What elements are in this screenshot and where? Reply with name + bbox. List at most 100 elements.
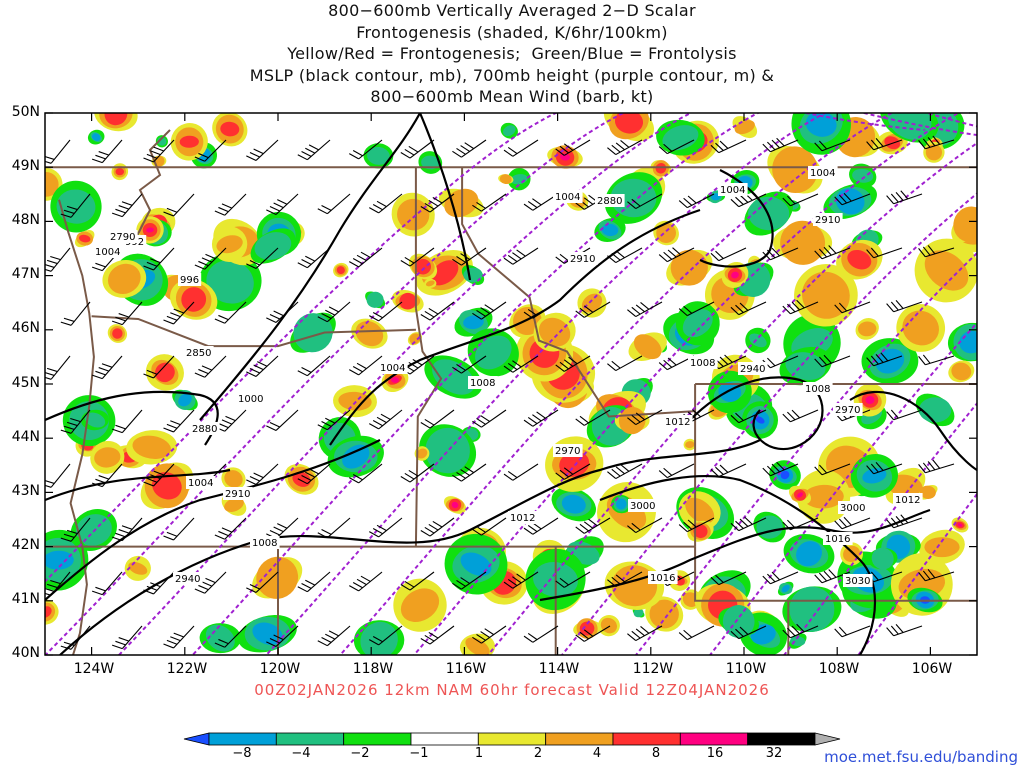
wind-barb bbox=[317, 409, 351, 431]
barb-flag bbox=[70, 417, 81, 423]
wind-barb bbox=[627, 301, 663, 318]
barb-flag bbox=[352, 581, 363, 589]
barb-flag bbox=[818, 140, 828, 150]
barb-shaft bbox=[50, 463, 71, 488]
barb-flag bbox=[163, 211, 174, 217]
barb-flag bbox=[866, 141, 875, 151]
barb-flag bbox=[575, 418, 585, 426]
barb-shaft bbox=[358, 139, 383, 160]
barb-shaft bbox=[326, 193, 351, 215]
barb-flag bbox=[523, 527, 534, 535]
wind-barb bbox=[297, 571, 331, 593]
contour-label: 1004 bbox=[810, 168, 835, 179]
barb-flag bbox=[66, 529, 78, 535]
barb-flag bbox=[194, 156, 206, 162]
barb-flag bbox=[607, 147, 617, 155]
barb-flag bbox=[527, 200, 538, 209]
contour-label: 2910 bbox=[815, 215, 840, 226]
frontogenesis-shading bbox=[45, 113, 977, 655]
barb-flag bbox=[588, 518, 598, 527]
colorbar-label: 8 bbox=[651, 746, 661, 761]
barb-shaft bbox=[409, 247, 435, 267]
shade-blob bbox=[224, 497, 244, 512]
wind-barb bbox=[297, 355, 331, 377]
wind-barb bbox=[194, 139, 227, 162]
lat-label: 48N bbox=[11, 212, 40, 228]
wind-barb bbox=[814, 139, 851, 152]
barb-flag bbox=[166, 315, 178, 321]
wind-barb bbox=[627, 193, 663, 210]
lon-label: 124W bbox=[73, 661, 115, 677]
barb-flag bbox=[91, 266, 103, 272]
shade-blob bbox=[503, 125, 516, 137]
barb-flag bbox=[870, 463, 879, 473]
wind-barb bbox=[730, 301, 767, 316]
barb-flag bbox=[635, 628, 645, 637]
barb-flag bbox=[45, 159, 52, 164]
barb-flag bbox=[432, 520, 443, 528]
wind-barb bbox=[658, 139, 695, 155]
shade-blob bbox=[601, 223, 619, 237]
barb-flag bbox=[523, 635, 534, 643]
title-line-5: 800−600mb Mean Wind (barb, kt) bbox=[370, 87, 654, 106]
shade-blob bbox=[610, 178, 657, 218]
wind-barb bbox=[420, 301, 455, 321]
lat-label: 49N bbox=[11, 158, 40, 174]
wind-barb bbox=[814, 463, 851, 476]
barb-shaft bbox=[70, 301, 91, 326]
barb-flag bbox=[715, 142, 724, 151]
barb-flag bbox=[922, 246, 931, 256]
contour-label: 1016 bbox=[825, 534, 850, 545]
shade-blob bbox=[781, 584, 790, 593]
barb-flag bbox=[163, 535, 174, 541]
barb-flag bbox=[814, 358, 823, 368]
wind-barb bbox=[369, 517, 403, 538]
barb-flag bbox=[611, 468, 621, 477]
barb-flag bbox=[776, 137, 785, 147]
shade-blob bbox=[224, 470, 243, 488]
shade-blob bbox=[45, 171, 59, 197]
barb-shaft bbox=[306, 355, 331, 377]
shade-blob bbox=[951, 362, 972, 381]
shade-blob bbox=[112, 328, 123, 339]
height-contour bbox=[117, 113, 977, 655]
barb-shaft bbox=[893, 409, 923, 421]
shade-blob bbox=[432, 359, 475, 395]
wind-barb bbox=[60, 517, 91, 542]
barb-flag bbox=[369, 315, 379, 322]
barb-flag bbox=[420, 206, 431, 213]
shade-blob bbox=[499, 174, 512, 185]
barb-flag bbox=[118, 313, 130, 318]
barb-flag bbox=[667, 357, 677, 366]
barb-flag bbox=[710, 576, 720, 586]
wind-barb bbox=[575, 409, 611, 426]
lat-label: 47N bbox=[11, 266, 40, 282]
barb-flag bbox=[767, 357, 776, 367]
barb-shaft bbox=[429, 409, 455, 429]
barb-flag bbox=[507, 254, 518, 263]
wind-barb bbox=[349, 139, 383, 160]
shade-blob bbox=[451, 501, 459, 509]
shade-blob bbox=[780, 470, 790, 480]
wind-barb bbox=[607, 463, 643, 480]
wind-barb bbox=[710, 571, 747, 586]
barb-flag bbox=[150, 474, 161, 480]
shade-blob bbox=[254, 232, 292, 260]
wind-barb bbox=[60, 193, 91, 218]
height-contour bbox=[191, 113, 761, 655]
barb-flag bbox=[273, 202, 284, 209]
wind-barb bbox=[834, 625, 871, 638]
barb-flag bbox=[121, 201, 133, 206]
barb-shaft bbox=[564, 571, 591, 588]
barb-flag bbox=[428, 307, 439, 315]
barb-shaft bbox=[461, 355, 487, 374]
barb-flag bbox=[507, 146, 518, 155]
barb-flag bbox=[150, 150, 161, 156]
barb-flag bbox=[46, 583, 58, 589]
height-contour bbox=[782, 401, 977, 655]
wind-barb bbox=[523, 409, 559, 427]
barb-flag bbox=[143, 481, 154, 487]
barb-flag bbox=[63, 209, 75, 214]
forecast-valid-line: 00Z02JAN2026 12km NAM 60hr forecast Vali… bbox=[254, 681, 770, 699]
contour-label-bg bbox=[173, 572, 203, 585]
